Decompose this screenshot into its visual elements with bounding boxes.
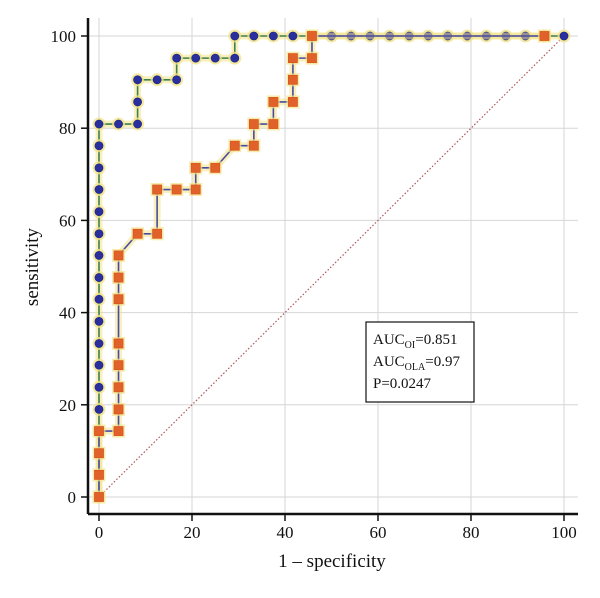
data-point [152,75,162,85]
x-tick-label: 100 [551,523,577,542]
series-group [92,29,571,504]
x-tick-label: 80 [463,523,480,542]
data-point [152,184,163,195]
data-point [230,31,240,41]
data-point [172,53,182,63]
data-point [94,316,104,326]
reference-diagonal [98,35,565,498]
data-point [133,119,142,129]
data-point [94,339,104,348]
data-point [268,31,278,41]
data-point [249,31,259,41]
annotation-line: P=0.0247 [373,376,432,392]
data-point [113,426,124,436]
data-point [248,119,259,129]
y-tick-label: 40 [59,304,76,323]
roc-series-2 [92,29,551,504]
data-point [113,272,124,283]
reference-diagonal-group [98,35,565,498]
y-tick-label: 20 [59,396,76,415]
tick-labels-group: 0 20 40 60 80 100 0 20 40 60 80 100 [51,27,577,542]
data-point [94,185,104,194]
y-tick-label: 60 [59,211,76,230]
data-point [94,273,104,282]
data-point [230,53,240,63]
data-point [94,207,104,217]
data-point [171,184,182,195]
annotation-subscript: OLA [405,362,426,373]
data-point [113,250,124,261]
data-point [114,119,123,129]
data-point [268,97,279,107]
data-point [94,405,104,414]
data-point [94,251,104,260]
data-point [268,119,279,129]
data-point [288,31,298,41]
annotation-subscript: OI [405,340,416,351]
data-point [94,141,104,151]
data-point [307,53,317,64]
series-halo [95,32,545,497]
annotation-main: P=0.0247 [373,376,432,392]
x-tick-label: 60 [370,523,387,542]
x-tick-label: 40 [277,523,294,542]
data-point [539,31,550,41]
y-tick-label: 100 [51,27,77,46]
data-point [113,294,124,305]
data-point [190,184,201,195]
data-point [152,228,163,239]
data-point [94,229,104,239]
data-point [94,294,104,304]
y-tick-label: 0 [68,488,77,507]
x-axis-title: 1 – specificity [278,551,386,572]
y-axis-title: sensitivity [22,227,43,306]
data-point [94,448,104,459]
annotation-line: AUCOI=0.851 [373,332,457,351]
data-point [288,53,298,64]
data-point [307,31,317,41]
annotation-main: AUC [373,332,405,348]
grid-lines [88,18,578,514]
data-point [133,75,142,85]
data-point [190,162,201,173]
data-point [288,97,298,107]
data-point [229,140,240,151]
data-point [113,382,124,393]
data-point [94,163,104,173]
data-point [113,404,124,415]
data-point [132,228,143,239]
data-point [94,469,104,480]
data-point [210,53,220,63]
data-point [113,338,124,349]
data-point [248,140,259,151]
data-point [94,492,104,502]
data-point [191,53,201,63]
annotation-value: =0.851 [415,332,457,348]
y-tick-label: 80 [59,119,76,138]
data-point [133,97,142,107]
x-tick-label: 20 [184,523,201,542]
data-point [210,162,221,173]
data-point [172,75,182,85]
x-tick-label: 0 [95,523,104,542]
annotation-line: AUCOLA=0.97 [373,354,460,373]
annotation-value: =0.97 [425,354,460,370]
data-point [113,360,124,371]
data-point [559,31,569,41]
annotation-main: AUC [373,354,405,370]
data-point [94,382,104,392]
annotation-frame [365,321,475,403]
data-point [288,74,298,85]
data-point [94,360,104,370]
series-line [98,35,545,497]
axes-group [81,18,578,521]
data-point [94,119,104,129]
data-point [94,426,104,436]
